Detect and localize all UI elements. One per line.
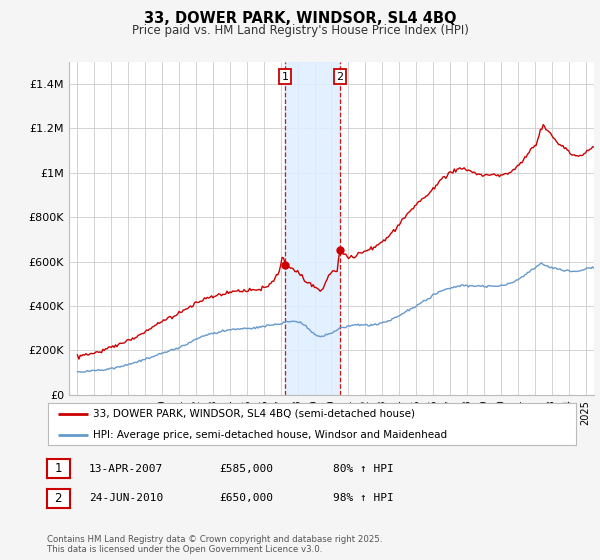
Text: 24-JUN-2010: 24-JUN-2010 <box>89 493 163 503</box>
Bar <box>286 62 340 395</box>
Text: 98% ↑ HPI: 98% ↑ HPI <box>333 493 394 503</box>
Text: £650,000: £650,000 <box>219 493 273 503</box>
Text: 2: 2 <box>55 492 62 505</box>
Text: £585,000: £585,000 <box>219 464 273 474</box>
Text: 33, DOWER PARK, WINDSOR, SL4 4BQ: 33, DOWER PARK, WINDSOR, SL4 4BQ <box>144 11 456 26</box>
Text: 1: 1 <box>282 72 289 82</box>
Text: 2: 2 <box>336 72 343 82</box>
Text: Price paid vs. HM Land Registry's House Price Index (HPI): Price paid vs. HM Land Registry's House … <box>131 24 469 36</box>
Text: 13-APR-2007: 13-APR-2007 <box>89 464 163 474</box>
Text: 33, DOWER PARK, WINDSOR, SL4 4BQ (semi-detached house): 33, DOWER PARK, WINDSOR, SL4 4BQ (semi-d… <box>93 409 415 419</box>
Text: Contains HM Land Registry data © Crown copyright and database right 2025.
This d: Contains HM Land Registry data © Crown c… <box>47 535 382 554</box>
Text: 80% ↑ HPI: 80% ↑ HPI <box>333 464 394 474</box>
Text: 1: 1 <box>55 462 62 475</box>
Text: HPI: Average price, semi-detached house, Windsor and Maidenhead: HPI: Average price, semi-detached house,… <box>93 430 447 440</box>
